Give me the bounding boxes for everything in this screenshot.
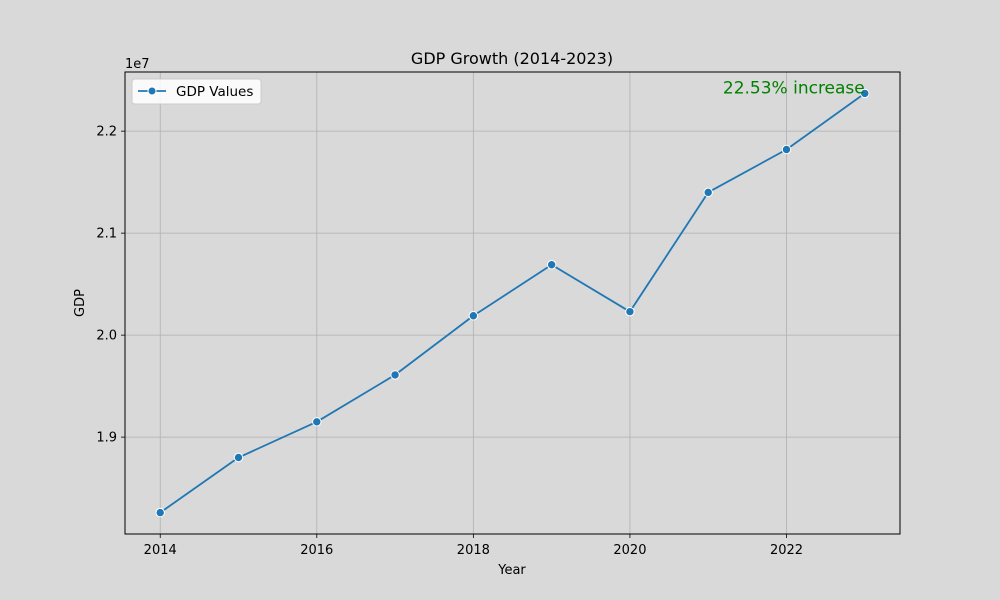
y-axis-ticks: 1.9 2.0 2.1 2.2	[96, 125, 125, 446]
x-axis-ticks: 2014 2016 2018 2020 2022	[144, 534, 803, 558]
y-tick-label: 2.2	[96, 125, 117, 140]
data-point	[546, 260, 557, 270]
increase-annotation: 22.53% increase	[723, 78, 865, 98]
legend: GDP Values	[131, 78, 262, 105]
data-point	[312, 417, 322, 427]
legend-box	[131, 78, 262, 105]
x-tick-label: 2020	[613, 543, 646, 558]
legend-marker-swatch	[147, 86, 157, 96]
data-point	[781, 144, 792, 155]
y-tick-label: 1.9	[96, 431, 117, 446]
data-point	[390, 370, 400, 380]
y-tick-label: 2.1	[96, 227, 117, 242]
x-tick-label: 2014	[144, 543, 177, 558]
data-point	[155, 507, 165, 518]
series-line	[159, 92, 866, 514]
data-point	[468, 311, 479, 321]
x-tick-label: 2022	[770, 543, 803, 558]
data-point	[233, 452, 244, 463]
plot-area	[125, 72, 900, 534]
plot-frame	[124, 71, 901, 535]
series-layer	[155, 88, 870, 518]
y-axis-title: GDP	[73, 289, 88, 317]
chart-title: GDP Growth (2014-2023)	[411, 49, 613, 68]
x-tick-label: 2016	[300, 543, 333, 558]
data-point	[703, 187, 713, 198]
grid-lines	[125, 72, 900, 534]
x-tick-label: 2018	[457, 543, 490, 558]
y-tick-label: 2.0	[96, 329, 117, 344]
x-axis-title: Year	[497, 563, 526, 578]
legend-label: GDP Values	[176, 84, 253, 100]
data-point	[625, 306, 635, 317]
y-axis-offset-label: 1e7	[125, 57, 150, 72]
data-point	[860, 88, 870, 99]
